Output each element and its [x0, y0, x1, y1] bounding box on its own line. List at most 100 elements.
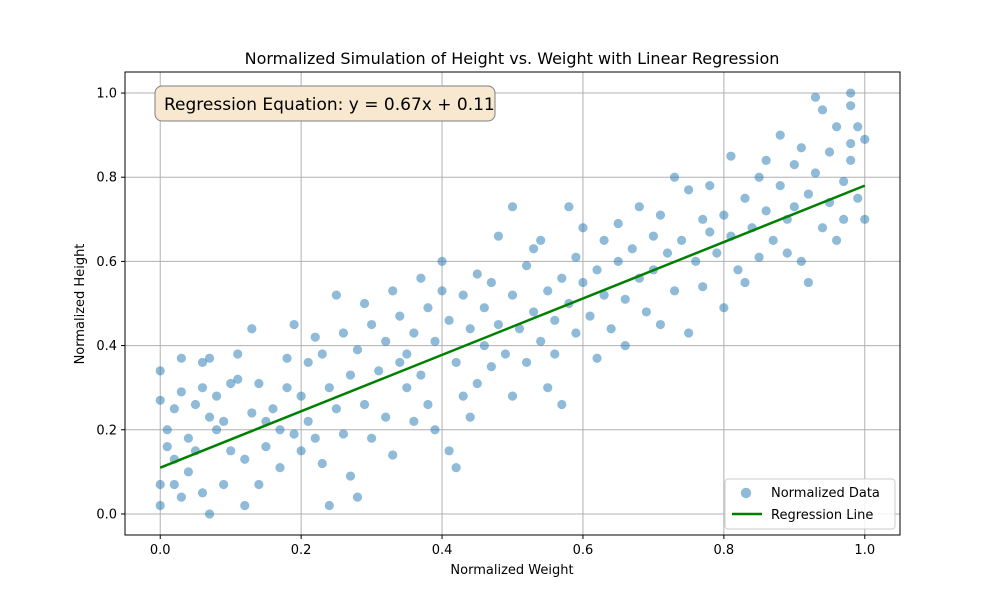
- data-point: [740, 193, 750, 203]
- data-point: [197, 357, 208, 368]
- data-point: [374, 366, 384, 376]
- x-tick-label: 0.8: [714, 543, 735, 558]
- plot-frame: [124, 71, 901, 536]
- data-point: [423, 303, 433, 313]
- data-point: [754, 252, 764, 262]
- data-point: [839, 214, 849, 224]
- data-point: [359, 298, 370, 309]
- data-point: [846, 138, 856, 149]
- data-point: [381, 336, 391, 346]
- data-point: [331, 290, 341, 300]
- data-point: [211, 425, 222, 435]
- y-tick-label: 0.6: [96, 255, 117, 270]
- data-point: [352, 492, 363, 502]
- data-point: [226, 446, 236, 456]
- data-point: [860, 214, 870, 224]
- data-point: [810, 92, 821, 102]
- data-point: [197, 488, 208, 498]
- data-point: [296, 391, 306, 401]
- legend-marker-data: [740, 487, 752, 499]
- data-point: [810, 168, 821, 178]
- data-point: [233, 374, 243, 384]
- data-point: [824, 147, 835, 157]
- data-point: [655, 319, 666, 330]
- data-point: [691, 256, 701, 267]
- data-point: [310, 332, 320, 342]
- data-point: [338, 429, 349, 439]
- data-point: [775, 181, 785, 191]
- data-point: [366, 433, 377, 443]
- data-point: [176, 353, 186, 363]
- data-point: [521, 261, 532, 271]
- data-point: [359, 399, 370, 410]
- data-point: [409, 328, 419, 338]
- data-point: [451, 357, 461, 368]
- data-point: [303, 416, 313, 426]
- y-tick-label: 1.0: [96, 87, 117, 102]
- data-point: [740, 277, 750, 288]
- x-axis-label: Normalized Weight: [450, 563, 573, 578]
- data-point: [233, 349, 243, 359]
- data-point: [388, 450, 398, 460]
- data-point: [712, 248, 722, 258]
- data-point: [620, 294, 630, 304]
- data-point: [557, 273, 567, 283]
- data-point: [437, 286, 447, 296]
- chart-title: Normalized Simulation of Height vs. Weig…: [245, 49, 780, 68]
- data-point: [775, 130, 785, 140]
- data-point: [409, 416, 419, 426]
- data-point: [599, 290, 609, 300]
- data-point: [571, 252, 581, 262]
- data-point: [831, 122, 842, 132]
- data-point: [416, 370, 426, 380]
- data-point: [550, 349, 560, 359]
- legend-label-data: Normalized Data: [771, 486, 880, 501]
- data-point: [176, 492, 186, 502]
- data-point: [183, 467, 194, 477]
- data-point: [324, 383, 334, 393]
- data-point: [296, 446, 306, 456]
- data-point: [817, 105, 828, 115]
- data-point: [169, 479, 179, 490]
- data-point: [705, 227, 715, 237]
- x-ticks: 0.0 0.2 0.4 0.6 0.8 1.0: [150, 535, 875, 558]
- data-point: [698, 214, 708, 224]
- data-point: [317, 349, 327, 359]
- y-axis-label: Normalized Height: [73, 244, 88, 365]
- equation-box-background: [154, 85, 496, 122]
- equation-text: Regression Equation: y = 0.67x + 0.11: [164, 95, 495, 115]
- data-point: [247, 324, 257, 334]
- data-point: [684, 328, 694, 338]
- data-point: [803, 277, 814, 288]
- data-point: [500, 349, 511, 359]
- data-point: [846, 155, 856, 165]
- data-point: [444, 446, 454, 456]
- data-point: [310, 433, 320, 443]
- data-point: [669, 172, 680, 182]
- legend-frame: [724, 478, 896, 530]
- data-point: [761, 155, 771, 165]
- data-point: [395, 311, 405, 321]
- data-point: [219, 479, 229, 490]
- data-point: [507, 391, 518, 401]
- data-point: [860, 134, 870, 144]
- data-point: [507, 202, 518, 212]
- legend: Normalized Data Regression Line: [724, 478, 896, 530]
- data-point: [599, 235, 609, 245]
- data-point: [634, 202, 644, 212]
- data-point: [338, 328, 349, 338]
- data-point: [183, 433, 194, 443]
- data-point: [557, 399, 567, 410]
- data-point: [254, 378, 264, 389]
- data-point: [219, 416, 229, 426]
- data-point: [529, 244, 539, 254]
- data-point: [789, 160, 799, 170]
- data-point: [472, 269, 482, 279]
- x-tick-label: 0.6: [573, 543, 594, 558]
- y-tick-label: 0.4: [96, 339, 117, 354]
- data-point: [402, 349, 412, 359]
- y-tick-label: 0.8: [96, 171, 117, 186]
- data-point: [846, 88, 856, 98]
- data-point: [655, 210, 666, 220]
